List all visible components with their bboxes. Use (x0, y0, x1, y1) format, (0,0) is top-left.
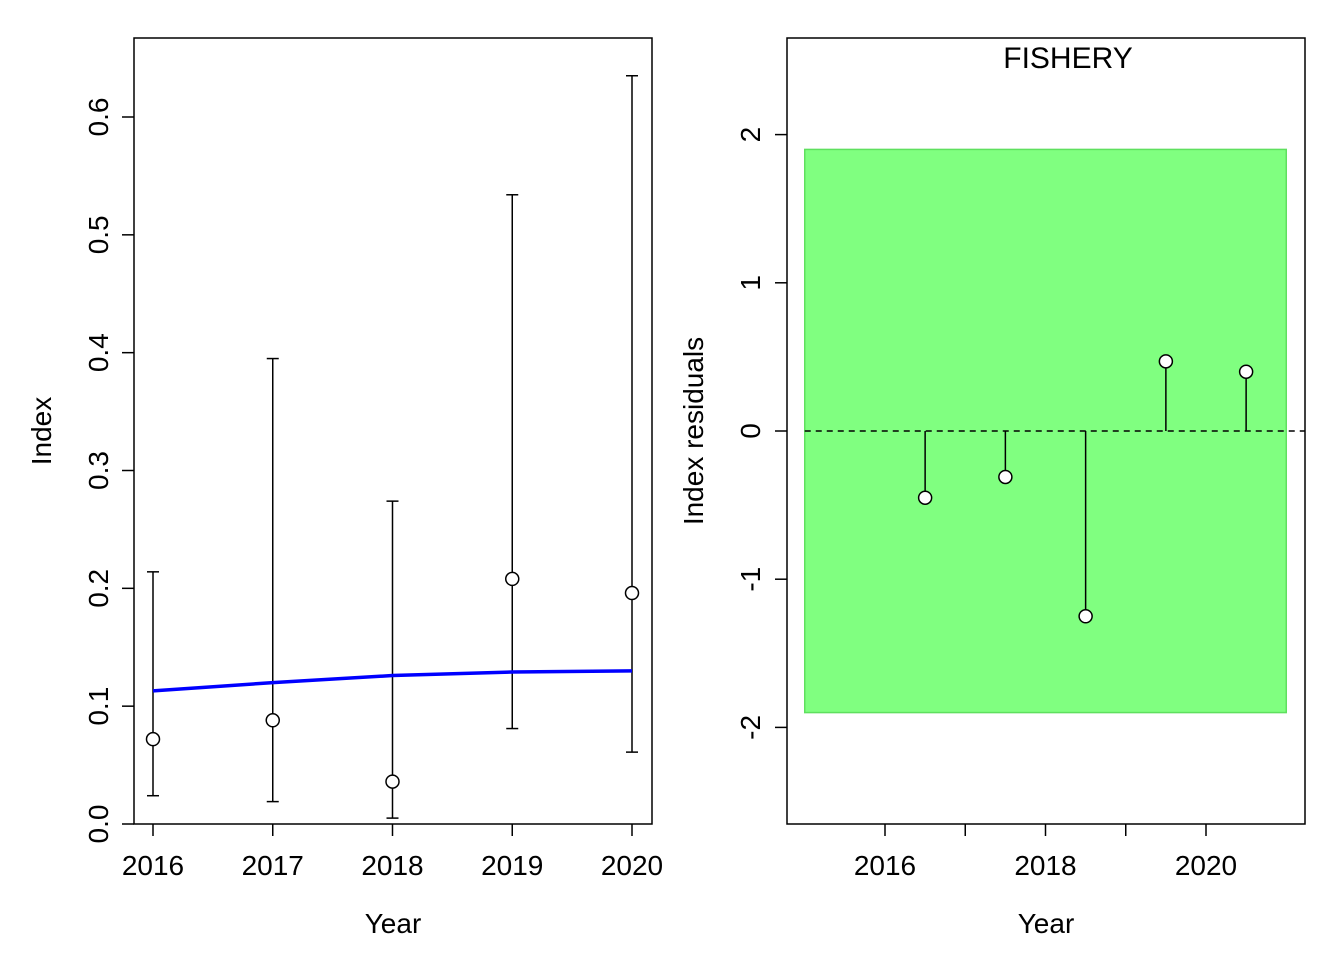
right-chart-title: FISHERY (1003, 42, 1132, 75)
right-y-tick-label: -1 (735, 567, 766, 592)
left-x-tick-label: 2017 (242, 850, 304, 881)
left-y-tick-label: 0.3 (83, 451, 114, 490)
left-x-tick-label: 2019 (481, 850, 543, 881)
residual-point (998, 469, 1013, 485)
left-x-tick-label: 2018 (361, 850, 423, 881)
observed-index-point (624, 585, 640, 601)
left-x-tick-label: 2020 (601, 850, 663, 881)
error-bar (266, 357, 279, 803)
residual-point (1078, 609, 1093, 624)
left-y-tick-label: 0.0 (83, 805, 114, 844)
error-bar (626, 75, 638, 753)
left-y-tick-label: 0.2 (83, 569, 114, 608)
error-bar (506, 194, 519, 730)
index-fit-panel: 2016 2017 2018 2019 2020 0.0 0.1 0.2 0.3 0.4 0.5 0… (26, 37, 663, 939)
right-y-tick-label: 1 (735, 275, 766, 291)
index-residuals-panel: 2016 2018 2020 -2 -1 0 1 2 FISHERY Year Index … (678, 37, 1306, 939)
right-y-axis-label: Index residuals (678, 337, 709, 525)
residual-point (917, 490, 933, 505)
left-x-tick-label: 2016 (122, 850, 184, 881)
right-y-tick-label: -2 (735, 715, 766, 740)
error-bar (147, 571, 159, 797)
residual-point (1158, 354, 1174, 369)
observed-index-point (385, 774, 400, 789)
error-bar (386, 500, 399, 819)
left-y-tick-label: 0.1 (83, 687, 114, 726)
observed-index-point (265, 713, 280, 728)
left-y-tick-label: 0.6 (83, 98, 114, 137)
left-y-tick-label: 0.5 (83, 215, 114, 254)
right-x-tick-label: 2020 (1175, 850, 1237, 881)
observed-index-point (145, 731, 161, 747)
right-y-tick-label: 2 (735, 127, 766, 143)
fitted-index-line (152, 669, 633, 693)
left-y-tick-label: 0.4 (83, 333, 114, 372)
right-x-tick-label: 2018 (1014, 850, 1076, 881)
right-x-axis-label: Year (1018, 908, 1075, 939)
observed-index-point (505, 571, 520, 587)
left-x-axis-label: Year (365, 908, 422, 939)
right-y-tick-label: 0 (735, 423, 766, 439)
right-x-tick-label: 2016 (854, 850, 916, 881)
left-y-axis-label: Index (26, 397, 57, 466)
residual-point (1238, 364, 1254, 379)
